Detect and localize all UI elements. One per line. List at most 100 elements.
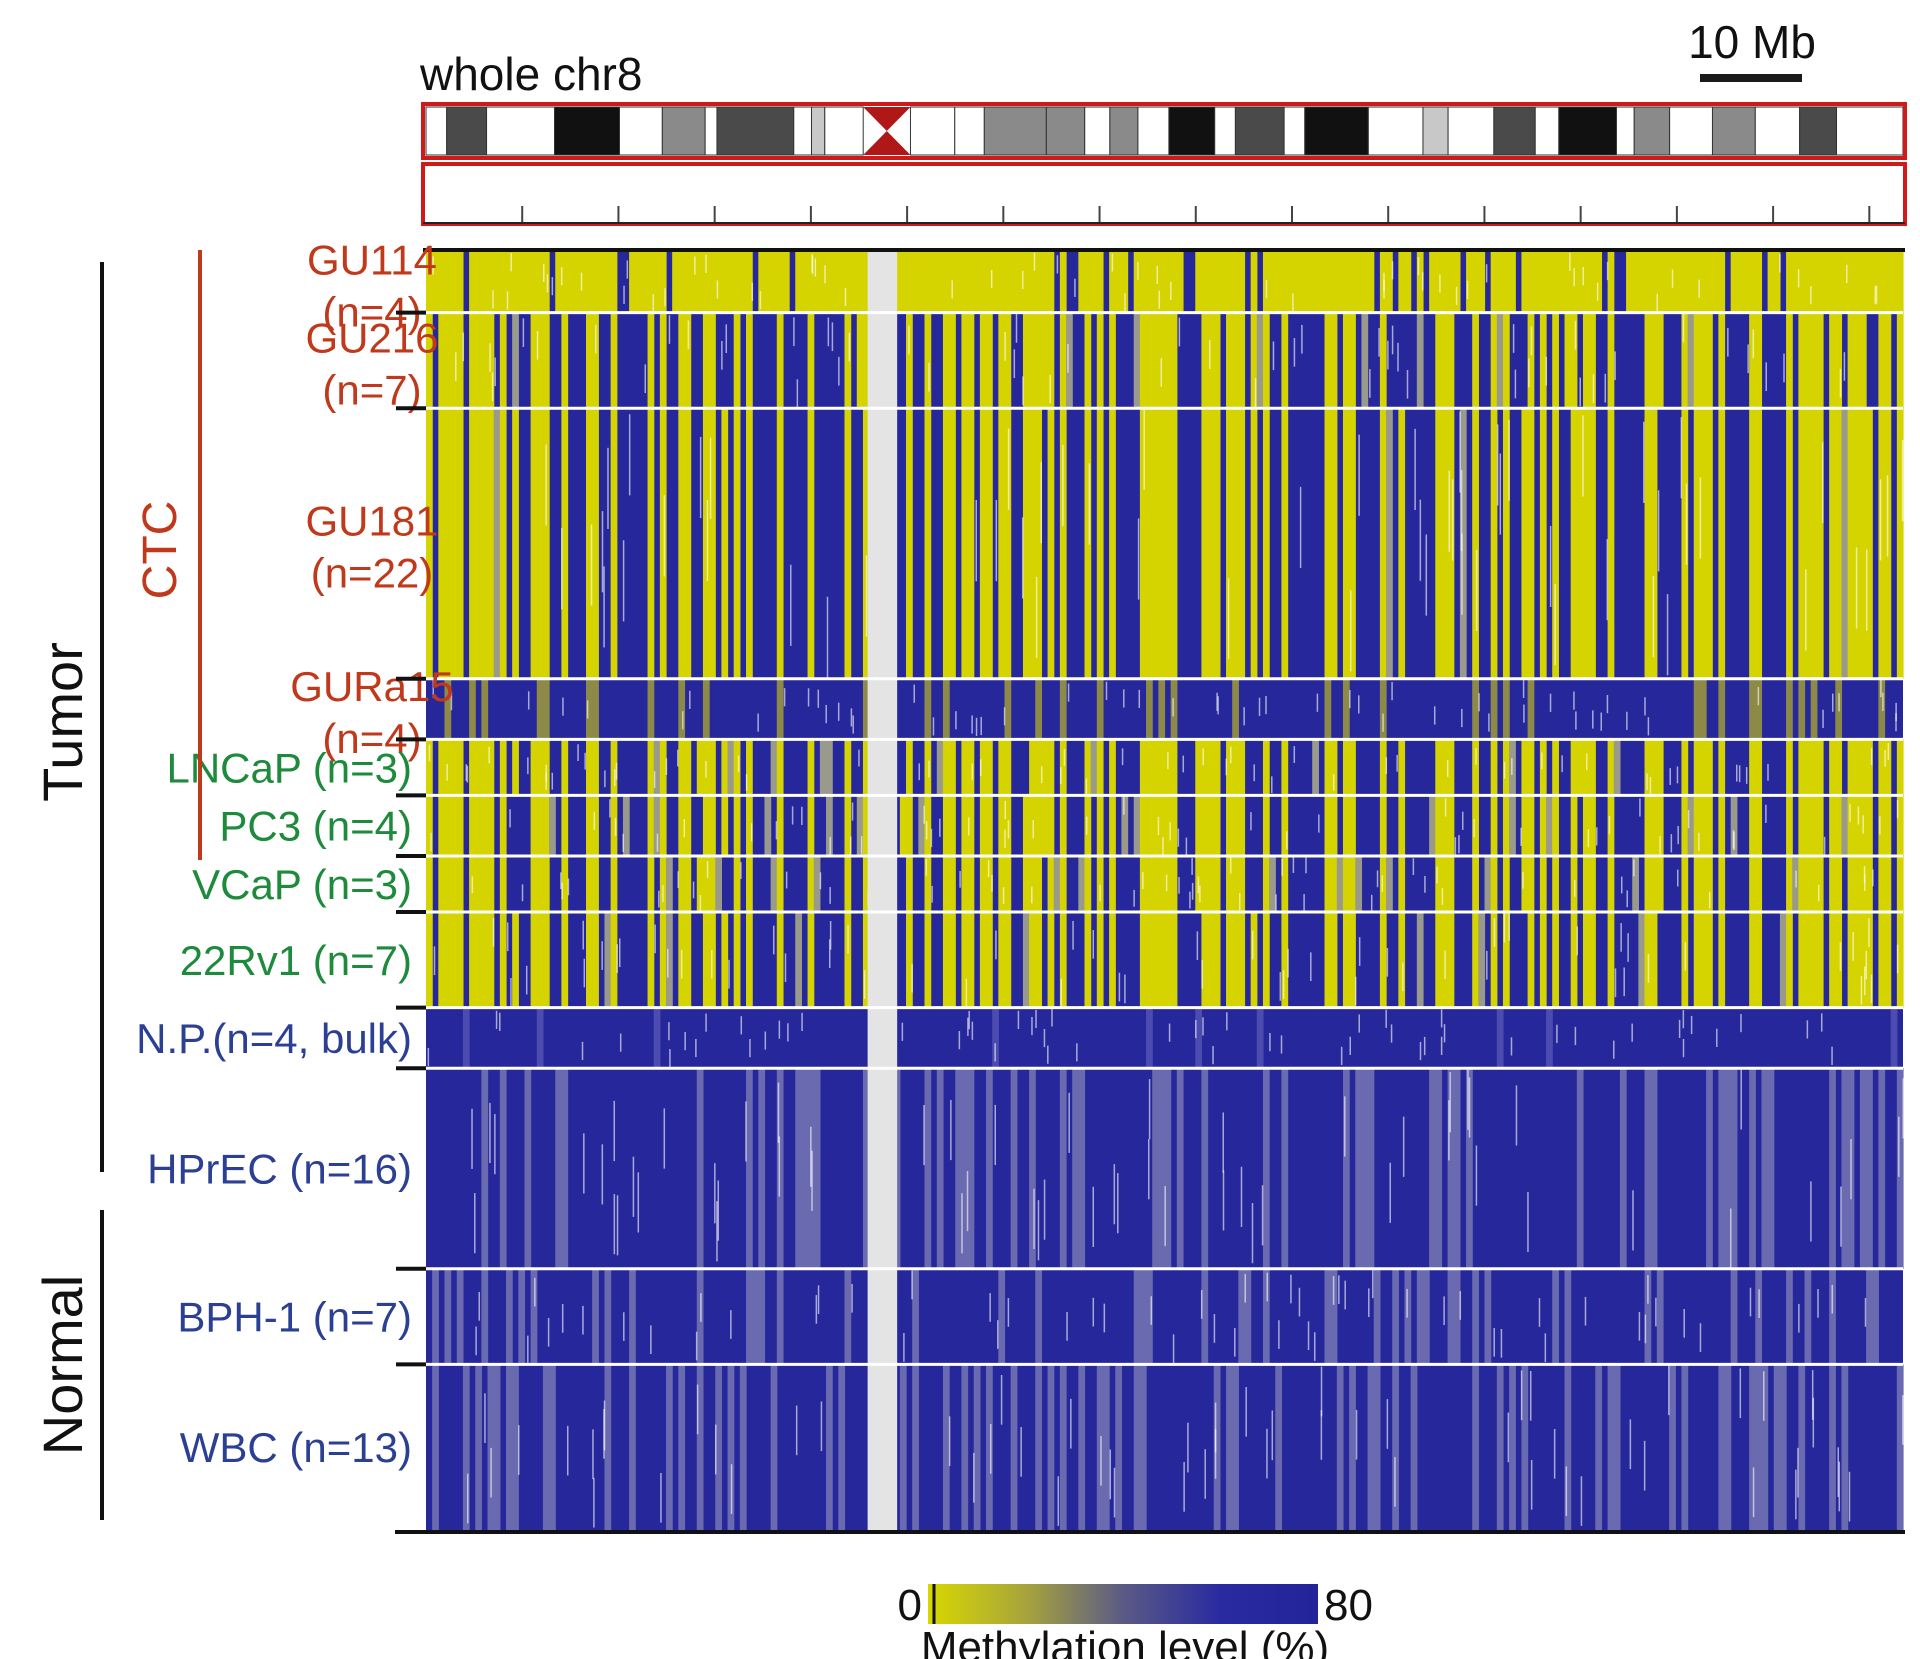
heatmap-cell — [426, 739, 433, 796]
heatmap-cell — [1496, 252, 1504, 313]
heatmap-cell — [1847, 252, 1855, 313]
heatmap-speckle — [1033, 1188, 1035, 1249]
heatmap-cell — [826, 252, 833, 313]
heatmap-cell — [536, 678, 544, 740]
heatmap-speckle — [592, 1429, 594, 1480]
heatmap-speckle — [961, 1193, 963, 1254]
heatmap-cell — [1435, 739, 1443, 796]
heatmap-speckle — [931, 885, 933, 903]
heatmap-cell — [1232, 739, 1239, 796]
heatmap-cell — [1847, 739, 1855, 796]
heatmap-cell — [1435, 312, 1443, 409]
heatmap-cell — [979, 856, 987, 912]
heatmap-speckle — [1627, 933, 1629, 962]
heatmap-cell — [487, 856, 495, 912]
heatmap-cell — [912, 1364, 919, 1530]
heatmap-cell — [906, 312, 913, 409]
heatmap-cell — [1201, 1268, 1209, 1365]
heatmap-speckle — [1269, 1032, 1271, 1052]
heatmap-speckle — [1124, 293, 1126, 312]
heatmap-speckle — [560, 872, 562, 890]
heatmap-cell — [450, 911, 458, 1008]
heatmap-cell — [1786, 252, 1793, 313]
heatmap-speckle — [1444, 950, 1446, 980]
heatmap-cell — [899, 795, 907, 857]
heatmap-speckle — [1113, 1164, 1116, 1225]
heatmap-cell — [438, 795, 446, 857]
heatmap-speckle — [1271, 1410, 1274, 1461]
heatmap-cell — [678, 408, 686, 679]
heatmap-cell — [1552, 911, 1559, 1008]
heatmap-speckle — [817, 1285, 820, 1314]
heatmap-cell — [542, 312, 550, 409]
heatmap-cell — [1435, 911, 1443, 1008]
heatmap-speckle — [455, 352, 457, 381]
heatmap-cell — [1029, 739, 1036, 796]
heatmap-cell — [1718, 739, 1726, 796]
heatmap-cell — [844, 911, 852, 1008]
heatmap-cell — [592, 252, 599, 313]
heatmap-cell — [1078, 1068, 1086, 1269]
heatmap-cell — [1022, 252, 1030, 313]
heatmap-cell — [733, 312, 741, 409]
heatmap-speckle — [478, 1291, 481, 1321]
heatmap-speckle — [971, 763, 974, 781]
heatmap-speckle — [490, 1447, 492, 1498]
heatmap-speckle — [1358, 695, 1360, 714]
heatmap-speckle — [1458, 835, 1460, 854]
heatmap-speckle — [614, 817, 617, 837]
heatmap-cell — [1502, 856, 1510, 912]
heatmap-cell — [1059, 678, 1067, 740]
heatmap-speckle — [1580, 1476, 1583, 1526]
heatmap-cell — [1152, 795, 1159, 857]
ideogram-band-4 — [618, 106, 663, 156]
heatmap-cell — [918, 252, 926, 313]
heatmap-speckle — [784, 953, 787, 983]
heatmap-speckle — [604, 770, 606, 788]
heatmap-speckle — [1817, 1289, 1819, 1318]
heatmap-cell — [475, 911, 482, 1008]
heatmap-speckle — [1806, 1020, 1809, 1039]
heatmap-speckle — [1266, 1272, 1268, 1302]
heatmap-cell — [949, 795, 956, 857]
heatmap-speckle — [656, 833, 659, 852]
heatmap-speckle — [545, 444, 547, 526]
heatmap-cell — [629, 1268, 636, 1365]
heatmap-cell — [1324, 856, 1332, 912]
heatmap-speckle — [1485, 264, 1488, 283]
heatmap-cell — [1718, 408, 1726, 679]
heatmap-cell — [481, 856, 489, 912]
ideogram-band-33 — [1711, 106, 1756, 156]
heatmap-speckle — [525, 965, 528, 995]
heatmap-speckle — [1167, 752, 1169, 770]
heatmap-cell — [1816, 252, 1824, 313]
ideogram-band-19 — [1168, 106, 1216, 156]
heatmap-cell — [1281, 795, 1289, 857]
heatmap-speckle — [1549, 525, 1552, 608]
heatmap-cell — [1250, 911, 1258, 1008]
heatmap-cell — [438, 911, 446, 1008]
ideogram-band-32 — [1669, 106, 1713, 156]
heatmap-speckle — [1015, 314, 1018, 343]
heatmap-speckle — [593, 811, 596, 830]
heatmap-cell — [862, 739, 870, 796]
heatmap-speckle — [1172, 1334, 1175, 1364]
heatmap-cell — [1521, 795, 1529, 857]
heatmap-cell — [1582, 408, 1590, 679]
heatmap-cell — [862, 408, 870, 679]
heatmap-cell — [684, 795, 692, 857]
heatmap-cell — [1847, 795, 1855, 857]
heatmap-cell — [1201, 312, 1209, 409]
heatmap-speckle — [728, 959, 730, 989]
heatmap-speckle — [1372, 1269, 1374, 1299]
heatmap-cell — [1798, 408, 1806, 679]
heatmap-cell — [456, 312, 464, 409]
heatmap-cell — [1484, 1268, 1492, 1365]
heatmap-cell — [1361, 312, 1369, 409]
heatmap-cell — [610, 252, 618, 313]
heatmap-cell — [862, 856, 870, 912]
heatmap-cell — [1841, 408, 1849, 679]
heatmap-cell — [1878, 856, 1886, 912]
heatmap-speckle — [466, 765, 469, 783]
heatmap-speckle — [527, 757, 529, 775]
